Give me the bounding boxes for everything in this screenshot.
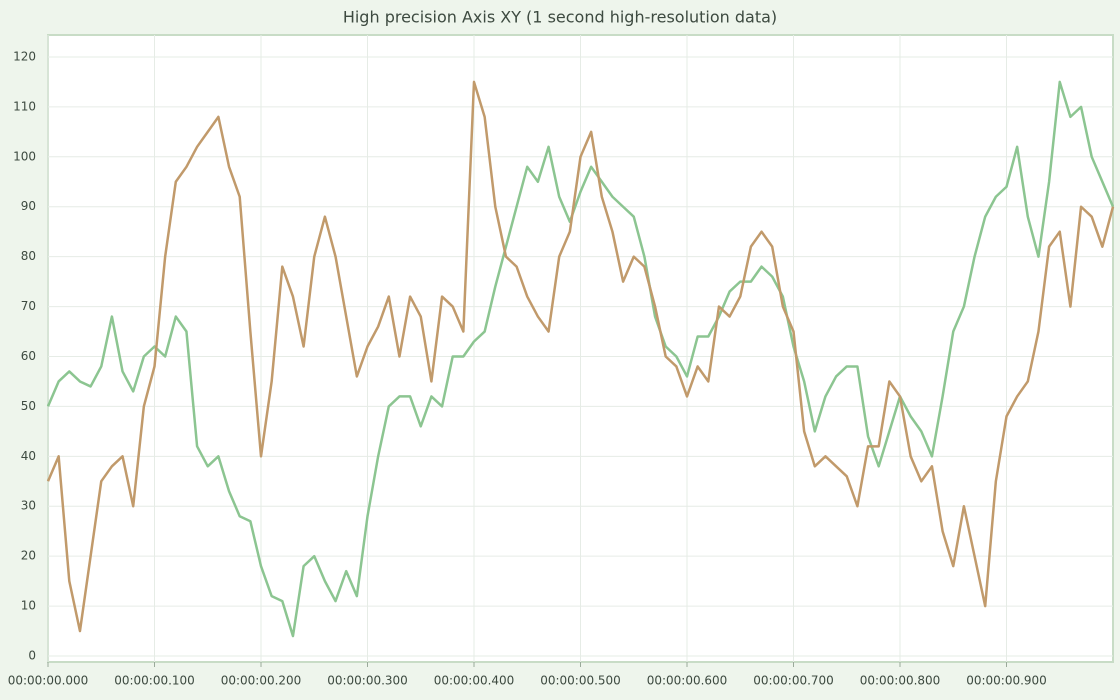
x-tick-label: 00:00:00.000 [8, 674, 89, 688]
y-tick-label: 70 [21, 299, 36, 313]
series-line [46, 80, 1115, 638]
y-tick-label: 0 [28, 649, 36, 663]
x-tick-label: 00:00:00.100 [114, 674, 195, 688]
y-tick-label: 40 [21, 449, 36, 463]
y-tick-label: 50 [21, 399, 36, 413]
x-tick-label: 00:00:00.900 [966, 674, 1047, 688]
y-tick-label: 120 [13, 49, 36, 63]
x-tick-label: 00:00:00.200 [221, 674, 302, 688]
x-tick-label: 00:00:00.300 [327, 674, 408, 688]
series-line [46, 80, 1115, 633]
y-tick-label: 110 [13, 99, 36, 113]
y-tick-label: 20 [21, 549, 36, 563]
x-tick-label: 00:00:00.600 [647, 674, 728, 688]
y-tick-label: 60 [21, 349, 36, 363]
y-tick-label: 80 [21, 249, 36, 263]
x-tick-label: 00:00:00.800 [860, 674, 941, 688]
x-tick-label: 00:00:00.500 [540, 674, 621, 688]
y-tick-label: 30 [21, 499, 36, 513]
x-tick-label: 00:00:00.400 [434, 674, 515, 688]
chart-title: High precision Axis XY (1 second high-re… [343, 8, 777, 27]
x-tick-label: 00:00:00.700 [753, 674, 834, 688]
y-tick-label: 100 [13, 149, 36, 163]
y-tick-label: 90 [21, 199, 36, 213]
y-tick-label: 10 [21, 599, 36, 613]
